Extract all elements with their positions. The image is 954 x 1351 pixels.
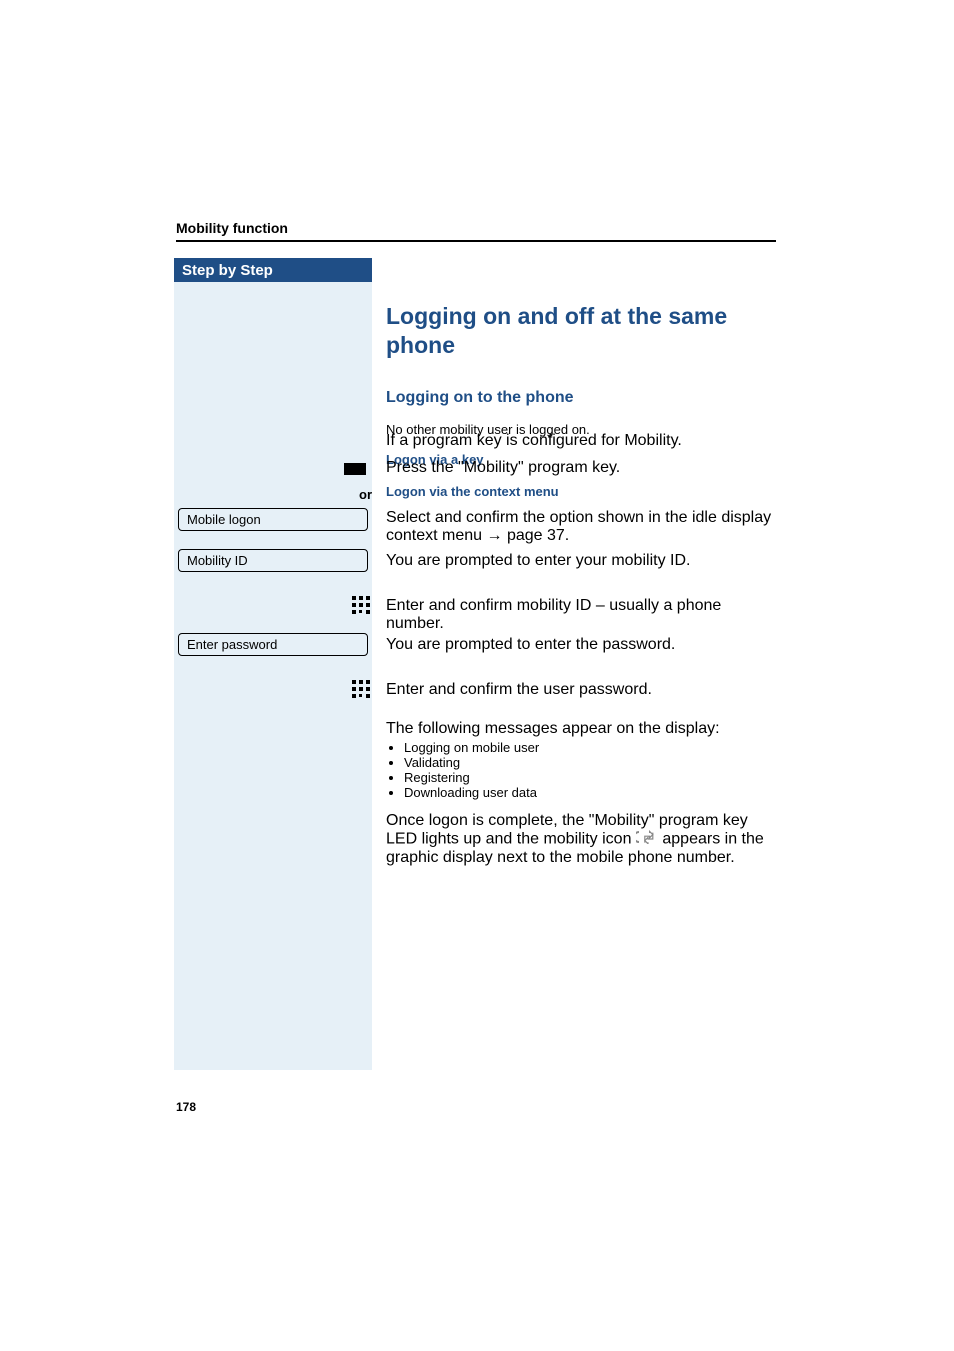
- mobile-logon-text: Select and confirm the option shown in t…: [386, 509, 778, 545]
- step-sidebar: Step by Step: [174, 258, 372, 1070]
- arrow-icon: →: [487, 527, 503, 544]
- message-item: Registering: [404, 770, 778, 785]
- page: Mobility function Step by Step Logging o…: [0, 0, 954, 1351]
- messages-intro: The following messages appear on the dis…: [386, 720, 778, 738]
- heading-2: Logging on to the phone: [386, 388, 778, 408]
- led-icon: [344, 460, 364, 478]
- mobile-logon-text-a: Select and confirm the option shown in t…: [386, 509, 771, 544]
- keypad-icon-1: [352, 596, 372, 614]
- enter-pw-text: Enter and confirm the user password.: [386, 681, 778, 699]
- message-item: Validating: [404, 755, 778, 770]
- heading-1: Logging on and off at the same phone: [386, 302, 778, 360]
- step-sidebar-title: Step by Step: [174, 258, 372, 282]
- messages-block: The following messages appear on the dis…: [386, 720, 778, 867]
- via-key-line2: Press the "Mobility" program key.: [386, 459, 778, 477]
- display-enter-password: Enter password: [178, 633, 370, 656]
- keypad-icon-2: [352, 680, 372, 698]
- enter-pw-prompt: You are prompted to enter the password.: [386, 636, 778, 654]
- page-number: 178: [176, 1100, 196, 1114]
- head-rule: [176, 240, 776, 242]
- via-key-line1: If a program key is configured for Mobil…: [386, 432, 778, 450]
- or-label: or: [356, 486, 372, 504]
- completion-text: Once logon is complete, the "Mobility" p…: [386, 812, 778, 867]
- display-mobility-id: Mobility ID: [178, 549, 370, 572]
- message-item: Logging on mobile user: [404, 740, 778, 755]
- enter-id-text: Enter and confirm mobility ID – usually …: [386, 597, 778, 633]
- display-box-mobile-logon: Mobile logon: [178, 508, 368, 531]
- mobility-icon: [636, 830, 658, 849]
- mobile-logon-text-b: page 37.: [503, 527, 570, 544]
- display-box-enter-password: Enter password: [178, 633, 368, 656]
- message-item: Downloading user data: [404, 785, 778, 800]
- running-head: Mobility function: [176, 220, 288, 236]
- messages-list: Logging on mobile user Validating Regist…: [404, 740, 778, 800]
- display-mobile-logon: Mobile logon: [178, 508, 370, 531]
- heading-logon-via-context: Logon via the context menu: [386, 484, 778, 499]
- display-box-mobility-id: Mobility ID: [178, 549, 368, 572]
- mobility-id-text: You are prompted to enter your mobility …: [386, 552, 778, 570]
